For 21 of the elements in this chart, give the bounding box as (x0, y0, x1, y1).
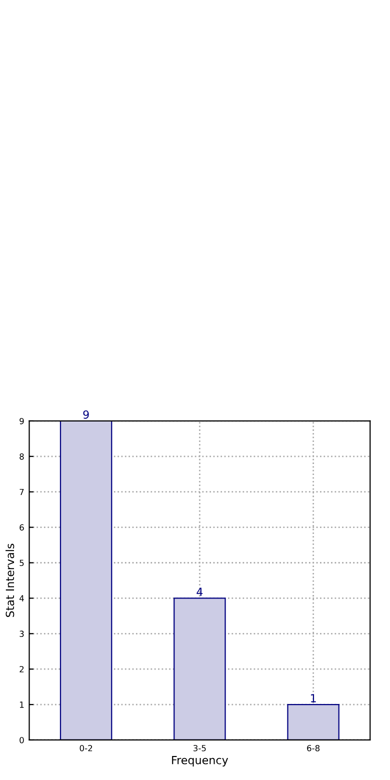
data-label: 1 (310, 694, 316, 702)
y-tick-label: 8 (20, 453, 24, 460)
y-axis-title: Stat Intervals (6, 544, 14, 617)
y-tick-label: 9 (20, 418, 24, 424)
y-tick-label: 0 (20, 736, 24, 744)
y-tick-label: 1 (20, 702, 24, 708)
data-label: 4 (196, 588, 203, 596)
x-axis-title: Frequency (172, 756, 228, 766)
x-tick-label: 6-8 (307, 744, 320, 752)
y-tick-label: 2 (20, 666, 24, 672)
x-tick-label: 3-5 (194, 744, 206, 752)
y-tick-label: 4 (19, 595, 24, 602)
x-tick-label: 0-2 (80, 744, 92, 752)
bar (174, 598, 226, 740)
y-tick-label: 3 (20, 630, 24, 637)
bar (287, 704, 340, 740)
y-tick-label: 7 (20, 488, 24, 496)
y-tick-label: 6 (20, 524, 24, 531)
y-tick-label: 5 (20, 560, 24, 566)
data-label: 9 (83, 410, 89, 419)
bar (60, 420, 112, 740)
